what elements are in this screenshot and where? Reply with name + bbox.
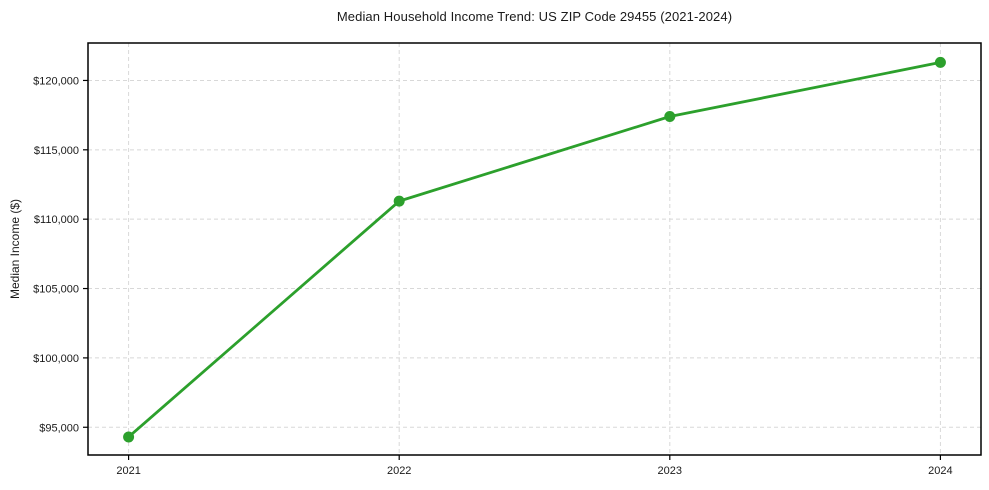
y-tick-label: $115,000	[34, 145, 79, 157]
y-tick-label: $105,000	[33, 284, 79, 296]
axes-frame	[87, 42, 982, 456]
x-tick-label: 2023	[658, 465, 682, 477]
x-tick-label: 2021	[116, 465, 140, 477]
x-tick-label: 2024	[928, 465, 952, 477]
chart-title: Median Household Income Trend: US ZIP Co…	[336, 9, 733, 24]
data-point	[393, 195, 405, 207]
data-point	[664, 111, 676, 123]
y-tick-label: $95,000	[39, 422, 79, 434]
trend-line	[127, 61, 942, 439]
y-tick-label: $110,000	[34, 214, 79, 226]
y-axis-label: Median Income ($)	[8, 198, 22, 300]
y-tick-label: $100,000	[33, 353, 79, 365]
data-point	[123, 431, 135, 443]
x-tick-label: 2022	[387, 465, 411, 477]
data-point	[934, 56, 946, 68]
y-tick-label: $120,000	[33, 75, 79, 87]
